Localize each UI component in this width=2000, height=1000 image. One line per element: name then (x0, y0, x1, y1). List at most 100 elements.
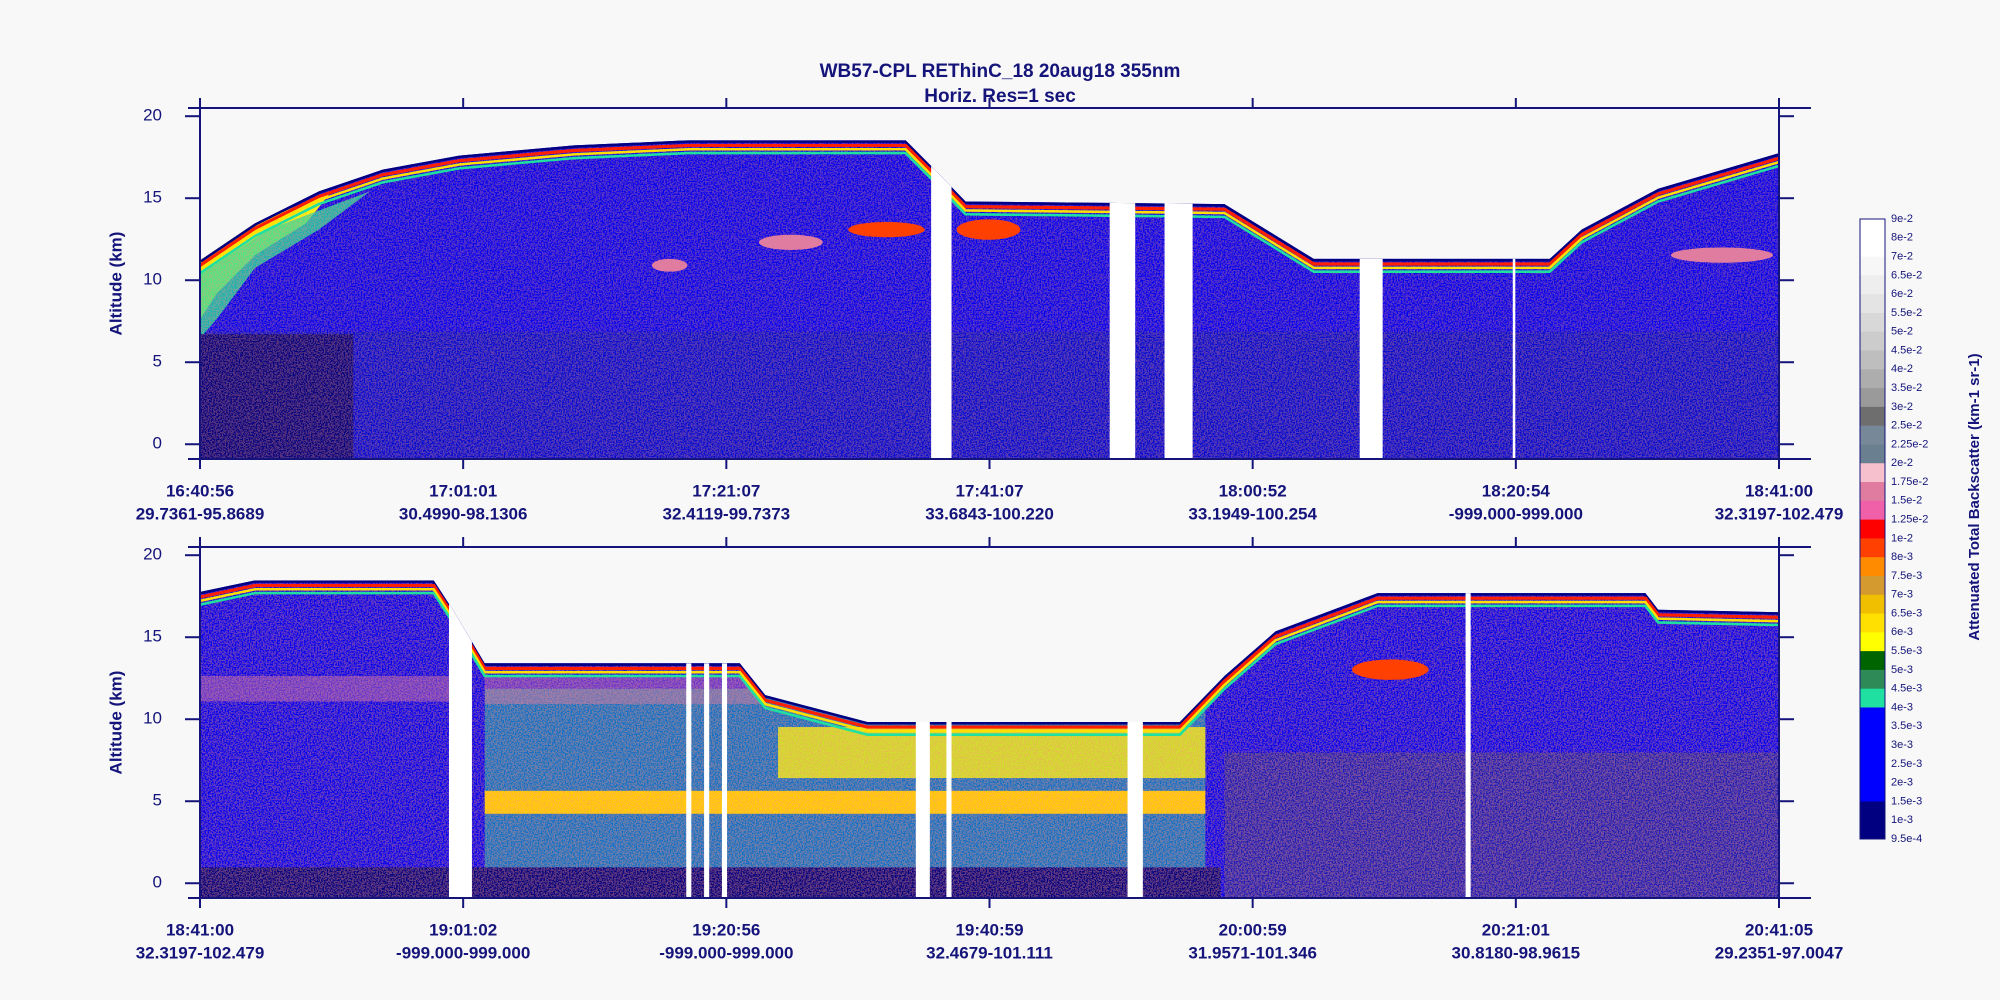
y-tick-label: 10 (143, 709, 162, 728)
colorbar-label: 9e-2 (1891, 213, 1913, 225)
colorbar-label: 2.5e-2 (1891, 420, 1922, 432)
y-axis-label: Altitude (km) (106, 232, 125, 336)
colorbar-label: 5e-2 (1891, 326, 1913, 338)
colorbar-band (1860, 801, 1885, 821)
colorbar-band (1860, 425, 1885, 445)
colorbar-label: 3e-2 (1891, 401, 1913, 413)
colorbar-label: 7e-2 (1891, 250, 1913, 262)
colorbar-label: 4e-3 (1891, 701, 1913, 713)
colorbar-band (1860, 500, 1885, 521)
colorbar-label: 1.25e-2 (1891, 514, 1928, 526)
colorbar-label: 2.5e-3 (1891, 758, 1922, 770)
y-tick-label: 5 (153, 352, 162, 371)
colorbar-band (1860, 820, 1885, 840)
colorbar-label: 5e-3 (1891, 664, 1913, 676)
colorbar-label: 5.5e-3 (1891, 645, 1922, 657)
colorbar-label: 7e-3 (1891, 589, 1913, 601)
colorbar-band (1860, 782, 1885, 802)
colorbar-label: 1.5e-2 (1891, 495, 1922, 507)
colorbar-band (1860, 482, 1885, 502)
colorbar-label: 4.5e-3 (1891, 683, 1922, 695)
x-position-label: 32.3197-102.479 (1715, 504, 1844, 523)
colorbar-band (1860, 275, 1885, 295)
y-tick-label: 15 (143, 188, 162, 207)
colorbar-label: 3.5e-2 (1891, 382, 1922, 394)
x-time-label: 18:20:54 (1482, 481, 1551, 500)
y-tick-label: 5 (153, 791, 162, 810)
colorbar-label: 7.5e-3 (1891, 570, 1922, 582)
x-time-label: 17:41:07 (955, 481, 1023, 500)
x-position-label: 29.2351-97.0047 (1715, 943, 1844, 962)
y-tick-label: 0 (153, 434, 162, 453)
x-position-label: 32.4679-101.111 (926, 943, 1053, 962)
colorbar-label: 6.5e-3 (1891, 607, 1922, 619)
colorbar-band (1860, 369, 1885, 389)
x-position-label: 33.1949-100.254 (1188, 504, 1317, 523)
x-time-label: 18:41:00 (1745, 481, 1813, 500)
colorbar-band (1860, 444, 1885, 464)
colorbar-band (1860, 688, 1885, 708)
colorbar-label: 6.5e-2 (1891, 269, 1922, 281)
colorbar-label: 6e-3 (1891, 626, 1913, 638)
title: WB57-CPL REThinC_18 20aug18 355nm (820, 61, 1181, 82)
subtitle: Horiz. Res=1 sec (924, 86, 1076, 107)
colorbar-band (1860, 745, 1885, 765)
x-time-label: 19:20:56 (692, 920, 760, 939)
colorbar-label: 3e-3 (1891, 739, 1913, 751)
colorbar-frame (1859, 218, 1886, 840)
x-position-label: 31.9571-101.346 (1188, 943, 1317, 962)
colorbar-band (1860, 312, 1885, 333)
colorbar-label: 2e-3 (1891, 777, 1913, 789)
colorbar-band (1860, 669, 1885, 690)
colorbar-label: 3.5e-3 (1891, 720, 1922, 732)
colorbar-band (1860, 350, 1885, 370)
colorbar-band (1860, 406, 1885, 427)
colorbar-band (1860, 256, 1885, 276)
colorbar-label: 6e-2 (1891, 288, 1913, 300)
x-time-label: 19:01:02 (429, 920, 497, 939)
x-time-label: 18:00:52 (1219, 481, 1287, 500)
colorbar-title: Attenuated Total Backscatter (km-1 sr-1) (1966, 353, 1983, 640)
x-position-label: 32.4119-99.7373 (663, 504, 791, 523)
colorbar-label: 4.5e-2 (1891, 344, 1922, 356)
colorbar-label: 1.5e-3 (1891, 795, 1922, 807)
y-tick-label: 15 (143, 627, 162, 646)
x-position-label: -999.000-999.000 (396, 943, 530, 962)
colorbar-band (1860, 763, 1885, 784)
colorbar-band (1860, 726, 1885, 746)
y-tick-label: 20 (143, 106, 162, 125)
colorbar-label: 1e-2 (1891, 532, 1913, 544)
colorbar-label: 5.5e-2 (1891, 307, 1922, 319)
colorbar-band (1860, 557, 1885, 577)
colorbar-band (1860, 294, 1885, 314)
colorbar-band (1860, 237, 1885, 258)
colorbar-band (1860, 388, 1885, 408)
x-time-label: 20:00:59 (1219, 920, 1287, 939)
colorbar-band (1860, 519, 1885, 539)
y-tick-label: 20 (143, 545, 162, 564)
x-position-label: 30.8180-98.9615 (1452, 943, 1581, 962)
colorbar-label: 2.25e-2 (1891, 438, 1928, 450)
colorbar-band (1860, 632, 1885, 652)
colorbar-band (1860, 613, 1885, 633)
x-position-label: 30.4990-98.1306 (399, 504, 528, 523)
x-position-label: -999.000-999.000 (1449, 504, 1583, 523)
colorbar-band (1860, 538, 1885, 558)
y-tick-label: 10 (143, 270, 162, 289)
colorbar-band (1860, 707, 1885, 727)
colorbar-band (1860, 594, 1885, 615)
y-axis-label: Altitude (km) (106, 671, 125, 775)
colorbar-label: 4e-2 (1891, 363, 1913, 375)
x-position-label: 33.6843-100.220 (925, 504, 1054, 523)
x-position-label: 32.3197-102.479 (136, 943, 265, 962)
colorbar-label: 1e-3 (1891, 814, 1913, 826)
x-position-label: -999.000-999.000 (659, 943, 793, 962)
colorbar-band (1860, 331, 1885, 352)
colorbar-band (1860, 575, 1885, 596)
x-time-label: 17:01:01 (429, 481, 497, 500)
curtain-1 (200, 140, 1780, 460)
colorbar-label: 9.5e-4 (1891, 833, 1922, 845)
colorbar-label: 1.75e-2 (1891, 476, 1928, 488)
curtain-2 (200, 580, 1780, 898)
